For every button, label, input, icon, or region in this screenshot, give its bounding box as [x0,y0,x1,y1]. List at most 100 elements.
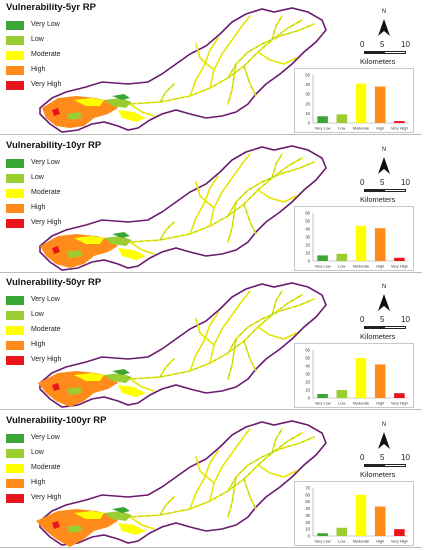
legend-swatch [6,326,24,335]
legend-swatch [6,36,24,45]
very-low-zone [112,507,130,513]
north-arrow-icon [378,432,390,449]
stream-low [271,290,283,316]
y-tick-label: 30 [305,372,310,377]
scale-segment [364,464,385,467]
stream-moderate [243,203,257,235]
scale-tick-label: 5 [380,178,385,187]
moderate-zone [118,523,146,535]
y-tick-label: 50 [305,356,310,361]
panel-title: Vulnerability-50yr RP [6,277,102,288]
legend-label: Very Low [31,296,60,303]
legend-label: Very Low [31,159,60,166]
bar [355,83,367,123]
map-panel: Vulnerability-10yr RP Very Low Low Moderate… [0,138,424,274]
bar [336,253,348,261]
legend-swatch [6,81,24,90]
legend-swatch [6,189,24,198]
very-high-zone [52,383,60,391]
stream-moderate [129,103,155,117]
x-tick-label: Moderate [353,401,369,406]
x-tick-label: Very Low [315,126,331,131]
legend-label: Low [31,174,44,181]
legend-swatch [6,494,24,503]
stream-low [227,476,237,518]
y-tick-label: 40 [305,506,310,511]
stream-moderate [257,326,297,340]
stream-moderate [209,153,251,227]
y-tick-label: 20 [305,101,310,106]
low-zone [66,112,82,120]
scale-tick-label: 5 [380,453,385,462]
stream-moderate [129,378,155,392]
scale-tick-label: 10 [401,315,410,324]
north-arrow-icon [378,19,390,36]
x-tick-label: Moderate [353,264,369,269]
scale-tick-label: 10 [401,178,410,187]
bar [336,114,348,123]
bar [317,394,328,398]
scale-tick-label: 10 [401,40,410,49]
stream-moderate [243,340,257,372]
low-zone [66,250,82,258]
stream-moderate [189,37,219,97]
y-tick-label: 30 [305,235,310,240]
bar-chart: 0 10 20 30 40 50 Very Low Low Moderate High Very H… [294,68,414,133]
y-tick-label: 40 [305,227,310,232]
panel-divider [0,0,422,135]
panel-divider [0,275,422,410]
x-tick-label: Moderate [353,539,369,544]
y-tick-label: 30 [305,92,310,97]
low-zone [104,511,132,521]
moderate-zone [118,385,146,397]
legend-swatch [6,356,24,365]
stream-low [227,338,237,380]
scale-bar: 0 5 10 Kilometers [360,178,422,208]
scale-bar: 0 5 10 Kilometers [360,315,422,345]
legend-label: Low [31,36,44,43]
scale-segment [364,51,385,54]
scale-tick-label: 0 [360,453,365,462]
bar-chart: 0 10 20 30 40 50 60 Very Low Low Moderate High Very… [294,343,414,408]
y-tick-label: 10 [305,527,310,532]
stream-moderate [129,241,155,255]
legend-swatch [6,434,24,443]
scale-bar: 0 5 10 Kilometers [360,40,422,70]
map-panel: Vulnerability-5yr RP Very Low Low Moderate H… [0,0,424,136]
bar [355,225,367,261]
stream-moderate [195,181,215,209]
y-tick-label: 40 [305,364,310,369]
scale-unit-label: Kilometers [360,332,396,341]
very-low-zone [112,232,130,238]
legend-swatch [6,479,24,488]
moderate-zone [118,110,146,122]
stream-low [271,153,283,179]
legend-swatch [6,66,24,75]
stream-moderate [257,189,297,203]
scale-tick-label: 0 [360,315,365,324]
low-zone [66,387,82,395]
bar-chart: 0 10 20 30 40 50 60 70 Very Low Low Moderate High Ve… [294,481,414,546]
y-tick-label: 0 [308,534,311,539]
bar [355,358,367,398]
x-tick-label: Low [338,126,345,131]
y-tick-label: 20 [305,380,310,385]
legend-swatch [6,159,24,168]
stream-moderate [159,496,175,516]
stream-low [227,201,237,243]
stream-moderate [189,312,219,372]
y-tick-label: 60 [305,492,310,497]
y-tick-label: 10 [305,111,310,116]
x-tick-label: Very High [391,401,408,406]
legend-label: High [31,204,46,211]
map-panel: Vulnerability-50yr RP Very Low Low Moderate… [0,275,424,411]
scale-tick-label: 0 [360,40,365,49]
legend-label: Very Low [31,434,60,441]
legend-swatch [6,341,24,350]
bar-chart-svg: 0 10 20 30 40 50 60 Very Low Low Moderate High Very… [305,211,409,269]
y-tick-label: 20 [305,243,310,248]
x-tick-label: Low [338,539,345,544]
x-tick-label: Very Low [315,539,331,544]
